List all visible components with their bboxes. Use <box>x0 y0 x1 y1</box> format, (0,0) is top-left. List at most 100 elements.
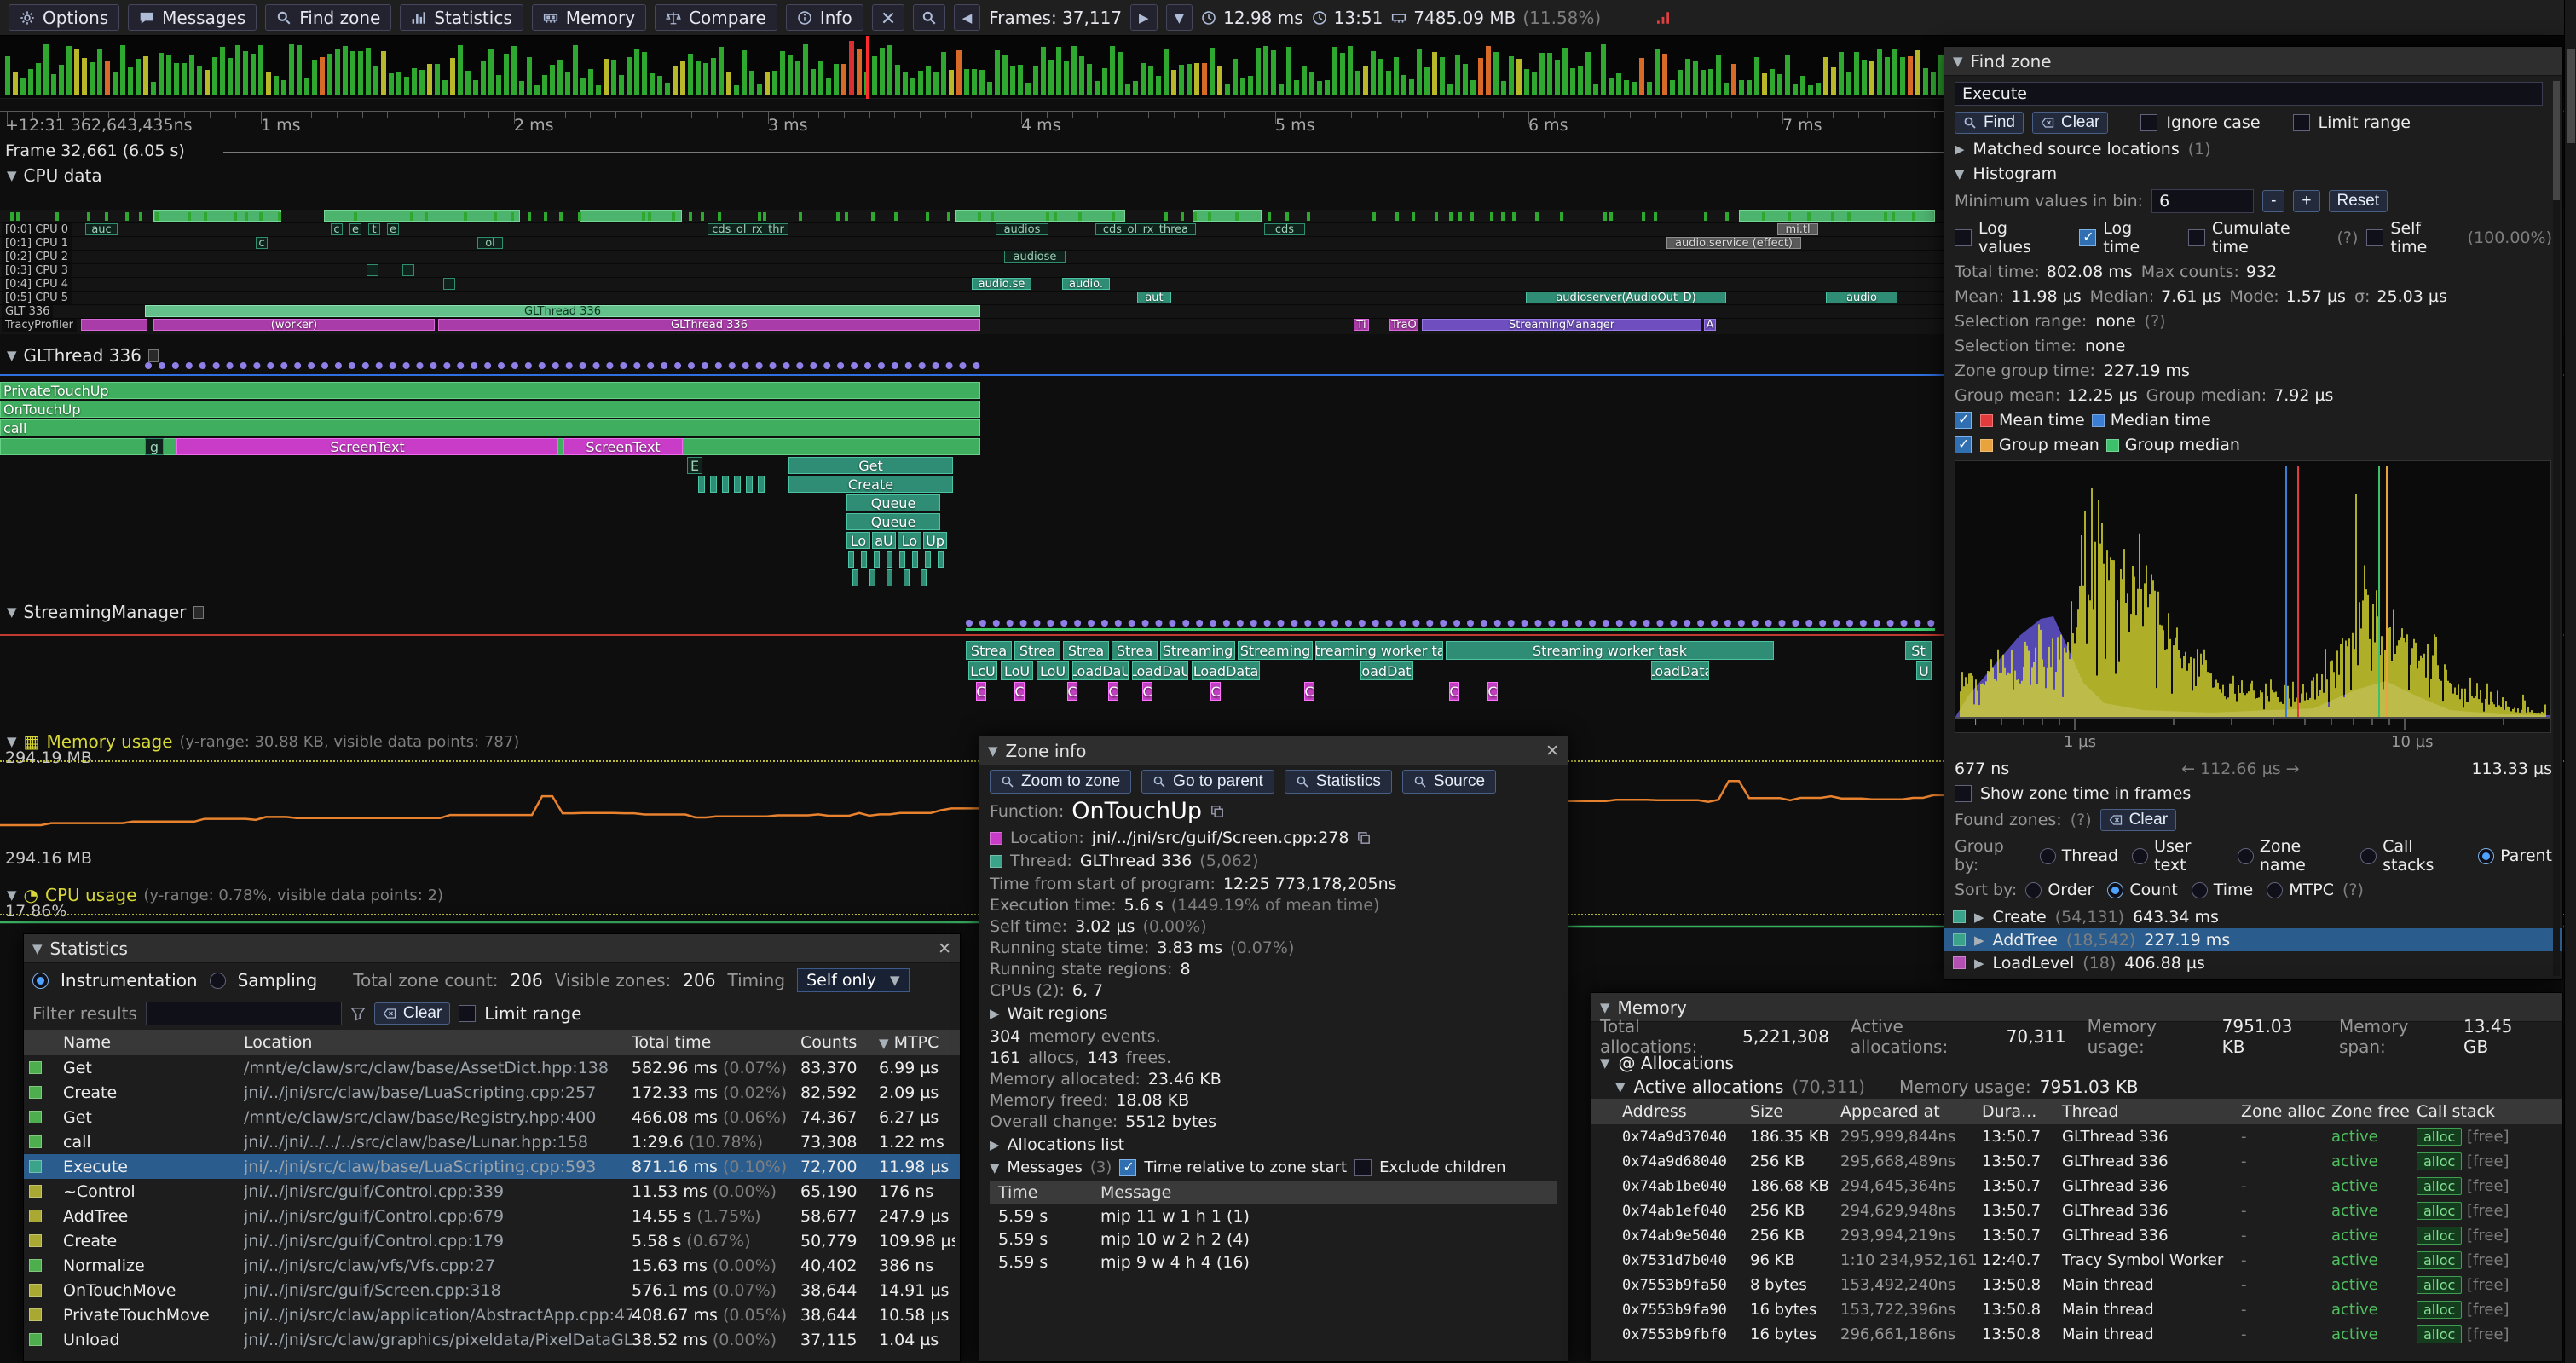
group-by-option[interactable]: Parent <box>2478 846 2552 865</box>
allocation-address[interactable]: 0x74a9d68040 <box>1622 1153 1750 1170</box>
table-row[interactable]: AddTree jni/../jni/src/guif/Control.cpp:… <box>24 1204 960 1228</box>
streaming-section-header[interactable]: ▼ StreamingManager <box>7 602 204 622</box>
timeline-zone[interactable]: LoadData <box>1192 661 1260 680</box>
timeline-zone[interactable]: C <box>1487 682 1498 701</box>
radio-button[interactable] <box>2132 848 2148 864</box>
timeline-zone[interactable] <box>899 551 905 568</box>
timeline-zone[interactable]: E <box>687 457 702 474</box>
timeline-zone[interactable]: Queue <box>846 494 940 511</box>
clear-filter-button[interactable]: Clear <box>374 1002 450 1025</box>
group-mean-median-checkbox[interactable] <box>1955 436 1972 453</box>
timeline-zone[interactable]: cds_ol_rx_thr <box>708 223 788 235</box>
sort-by-option[interactable]: Order <box>2025 881 2094 899</box>
radio-button[interactable] <box>2192 882 2208 898</box>
mean-median-checkbox[interactable] <box>1955 412 1972 429</box>
statistics-table-header[interactable]: Name Location Total time Counts ▼ MTPC <box>24 1030 960 1055</box>
radio-button[interactable] <box>2107 882 2123 898</box>
table-row[interactable]: PrivateTouchMove jni/../jni/src/claw/app… <box>24 1302 960 1327</box>
timeline-zone[interactable] <box>710 476 717 493</box>
copy-icon[interactable] <box>1210 804 1225 819</box>
message-row[interactable]: 5.59 s mip 10 w 2 h 2 (4) <box>990 1227 1557 1250</box>
timeline-zone[interactable] <box>734 476 741 493</box>
timeline-zone[interactable]: t <box>368 223 380 235</box>
timeline-zone[interactable] <box>81 319 147 331</box>
timeline-zone[interactable]: C <box>1067 682 1077 701</box>
timeline-zone[interactable]: Lo <box>898 532 921 549</box>
limit-range-checkbox[interactable] <box>459 1005 476 1022</box>
timeline-zone[interactable] <box>887 551 892 568</box>
timeline-zone[interactable]: Up <box>923 532 947 549</box>
timeline-zone[interactable]: C <box>1210 682 1221 701</box>
timeline-zone[interactable]: LoadDaU <box>1072 661 1129 680</box>
timeline-zone[interactable] <box>938 551 944 568</box>
table-row[interactable]: Get /mnt/e/claw/src/claw/base/AssetDict.… <box>24 1055 960 1080</box>
legend-item[interactable]: Median time <box>2092 411 2211 430</box>
limit-range-checkbox[interactable] <box>2293 114 2310 131</box>
zone-info-titlebar[interactable]: ▼ Zone info ✕ <box>979 736 1568 765</box>
timeline-zone[interactable] <box>848 551 854 568</box>
wait-regions-collapser[interactable]: ▶ Wait regions <box>990 1004 1557 1023</box>
timeline-zone[interactable] <box>852 569 858 586</box>
legend-item[interactable]: Mean time <box>1980 411 2085 430</box>
sampling-radio[interactable] <box>210 973 226 989</box>
timeline-zone[interactable]: auc <box>85 223 118 235</box>
thread-value[interactable]: GLThread 336 <box>1080 852 1192 870</box>
zone-info-action-button[interactable]: Go to parent <box>1141 770 1274 794</box>
radio-button[interactable] <box>2478 848 2494 864</box>
copy-icon[interactable] <box>1356 830 1372 846</box>
timeline-zone[interactable]: TraO <box>1389 319 1418 331</box>
timeline-zone[interactable]: c <box>331 223 343 235</box>
table-row[interactable]: Create jni/../jni/src/claw/base/LuaScrip… <box>24 1080 960 1105</box>
timeline-zone[interactable]: C <box>1014 682 1025 701</box>
alloc-callstack-link[interactable]: alloc <box>2417 1202 2462 1220</box>
alloc-callstack-link[interactable]: alloc <box>2417 1177 2462 1195</box>
timeline-zone[interactable]: Ti <box>1354 319 1369 331</box>
timeline-zone[interactable]: A <box>1704 319 1716 331</box>
timeline-zone[interactable]: StreamingManager <box>1422 319 1701 331</box>
group-by-option[interactable]: Thread <box>2040 846 2118 865</box>
cpu-data-section-header[interactable]: ▼ CPU data <box>7 165 102 186</box>
timeline-zone[interactable]: e <box>387 223 399 235</box>
matched-locations-collapser[interactable]: ▶ Matched source locations (1) <box>1955 140 2552 159</box>
timeline-zone[interactable] <box>904 569 910 586</box>
zone-info-action-button[interactable]: Statistics <box>1285 770 1392 794</box>
timeline-zone[interactable]: St <box>1905 641 1932 660</box>
sort-by-option[interactable]: Count <box>2107 881 2177 899</box>
timeline-zone[interactable]: Strea <box>966 641 1012 660</box>
timeline-zone[interactable]: audio. <box>1062 278 1110 290</box>
timeline-zone[interactable]: aU <box>872 532 896 549</box>
timeline-zone[interactable]: Streaming worker tas <box>1315 641 1443 660</box>
allocation-row[interactable]: 0x74ab9e5040 256 KB 293,994,219ns 13:50.… <box>1591 1223 2562 1248</box>
allocation-address[interactable]: 0x74ab9e5040 <box>1622 1227 1750 1245</box>
timeline-zone[interactable]: (worker) <box>153 319 435 331</box>
timeline-zone[interactable]: OnTouchUp <box>0 401 980 418</box>
timeline-zone[interactable]: Streaming <box>1160 641 1235 660</box>
vertical-scrollbar[interactable] <box>2564 0 2576 1363</box>
find-zone-search-input[interactable] <box>1955 82 2543 106</box>
alloc-callstack-link[interactable]: alloc <box>2417 1128 2462 1146</box>
option-checkbox[interactable] <box>2366 229 2383 246</box>
message-row[interactable]: 5.59 s mip 9 w 4 h 4 (16) <box>990 1250 1557 1273</box>
timeline-zone[interactable] <box>912 551 918 568</box>
timeline-zone[interactable]: call <box>0 419 980 436</box>
allocation-address[interactable]: 0x7553b9fbf0 <box>1622 1326 1750 1343</box>
option-checkbox[interactable] <box>1955 229 1972 246</box>
pin-icon[interactable] <box>193 606 204 619</box>
exclude-children-checkbox[interactable] <box>1354 1159 1372 1176</box>
reset-button[interactable]: Reset <box>2329 190 2388 212</box>
timeline-zone[interactable]: C <box>1108 682 1118 701</box>
timeline-zone[interactable] <box>874 551 880 568</box>
timeline-zone[interactable]: ScreenText <box>176 438 558 455</box>
timeline-zone[interactable] <box>921 569 927 586</box>
allocation-row[interactable]: 0x7553b9fbf0 16 bytes 296,661,186ns 13:5… <box>1591 1322 2562 1347</box>
legend-item[interactable]: Group mean <box>1980 436 2099 454</box>
timeline-zone[interactable] <box>402 264 414 276</box>
allocation-address[interactable]: 0x7553b9fa50 <box>1622 1277 1750 1294</box>
table-row[interactable]: Get /mnt/e/claw/src/claw/base/Registry.h… <box>24 1105 960 1129</box>
group-by-option[interactable]: User text <box>2132 837 2224 875</box>
timeline-zone[interactable] <box>1739 210 1935 222</box>
location-value[interactable]: jni/../jni/src/guif/Screen.cpp:278 <box>1092 829 1349 847</box>
timeline-zone[interactable]: C <box>1142 682 1152 701</box>
timeline-zone[interactable]: ol <box>477 237 503 249</box>
glthread-section-header[interactable]: ▼ GLThread 336 <box>7 345 159 366</box>
